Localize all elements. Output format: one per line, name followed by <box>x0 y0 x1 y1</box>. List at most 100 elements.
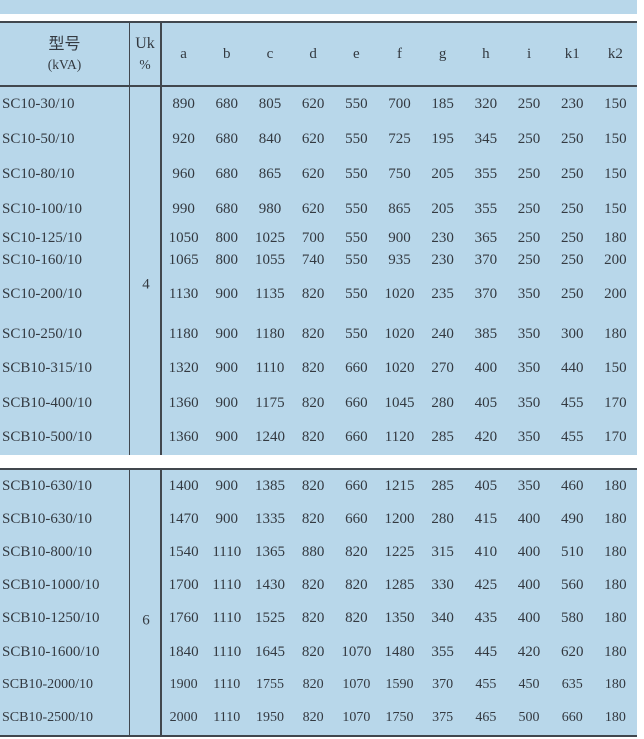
dim-value-b: 900 <box>215 429 239 446</box>
dim-value-f: 935 <box>388 251 411 268</box>
uk-cell <box>130 351 162 386</box>
dim-value-f: 1120 <box>384 429 415 446</box>
dim-value-f: 1200 <box>384 511 415 528</box>
uk-cell <box>130 602 162 636</box>
dim-value-c: 865 <box>258 166 282 182</box>
table-row: SCB10-630/10 1400 900 1385 820 660 1215 285 405 3… <box>0 470 637 504</box>
dim-value-c: 1430 <box>254 577 285 594</box>
table-row: SCB10-1000/10 1700 1110 1430 820 820 1285 330 42… <box>0 569 637 603</box>
dim-value-d: 820 <box>301 478 325 495</box>
dim-value-g: 285 <box>431 478 454 495</box>
dim-value-e: 660 <box>345 478 368 495</box>
dim-value-f: 1350 <box>384 610 415 627</box>
table-row: SCB10-500/10 1360 900 1240 820 660 1120 285 420 3… <box>0 420 637 455</box>
dim-value-c: 1525 <box>254 610 285 627</box>
spec-table-section-sc10: 型号 (kVA) Uk % a b c d e f g h i k1 k2 SC10-30/10 89… <box>0 21 637 455</box>
dimension-column-header-d: d <box>309 45 317 62</box>
dim-value-g: 230 <box>431 251 454 268</box>
dim-value-d: 820 <box>301 610 325 627</box>
dim-value-a: 960 <box>172 166 195 182</box>
dim-value-c: 840 <box>258 131 282 147</box>
dim-value-d: 740 <box>301 251 325 268</box>
dim-value-a: 1180 <box>168 325 199 342</box>
dim-value-g: 185 <box>431 96 454 112</box>
table-body-section-2: SCB10-630/10 1400 900 1385 820 660 1215 285 405 3… <box>0 470 637 735</box>
uk-column-header: Uk % <box>130 23 162 85</box>
model-header-unit: (kVA) <box>47 56 82 72</box>
dim-value-h: 320 <box>474 96 498 112</box>
dim-value-i: 400 <box>517 544 541 561</box>
dim-value-k1: 250 <box>560 201 584 217</box>
dim-value-g: 270 <box>431 360 454 377</box>
dim-value-k2: 200 <box>604 251 627 268</box>
dim-value-f: 865 <box>388 201 411 217</box>
dim-value-k1: 300 <box>560 325 584 342</box>
dim-value-h: 425 <box>474 577 498 594</box>
dimension-column-header-b: b <box>223 45 231 62</box>
uk-cell <box>130 668 162 702</box>
dim-value-d: 620 <box>301 201 325 217</box>
table-row: SCB10-800/10 1540 1110 1365 880 820 1225 315 410… <box>0 536 637 570</box>
dim-value-f: 725 <box>388 131 411 147</box>
dim-value-a: 1760 <box>168 610 199 627</box>
dim-value-k2: 150 <box>604 360 627 377</box>
dim-value-d: 820 <box>301 577 325 594</box>
dimension-column-header-c: c <box>266 45 274 62</box>
dim-value-e: 660 <box>345 511 368 528</box>
model-cell: SCB10-800/10 <box>0 536 130 570</box>
dim-value-h: 410 <box>474 544 498 561</box>
dim-value-h: 420 <box>474 429 498 446</box>
dim-value-a: 1050 <box>168 229 199 246</box>
dim-value-i: 400 <box>517 577 541 594</box>
dim-value-c: 1950 <box>255 710 284 726</box>
dim-value-k2: 150 <box>604 96 627 112</box>
uk-percent-value-section-1: 4 <box>142 276 150 293</box>
dim-value-k2: 180 <box>604 710 626 726</box>
dim-value-k1: 620 <box>560 643 584 660</box>
section-gap <box>0 455 644 468</box>
dim-value-c: 1240 <box>254 429 285 446</box>
dim-value-i: 500 <box>518 710 540 726</box>
dim-value-a: 1320 <box>168 360 199 377</box>
dim-value-i: 350 <box>517 429 541 446</box>
dimension-column-header-i: i <box>526 45 532 62</box>
dimension-column-header-f: f <box>396 45 402 62</box>
dim-value-i: 350 <box>517 478 541 495</box>
dim-value-g: 340 <box>431 610 454 627</box>
table-row: SCB10-2500/10 2000 1110 1950 820 1070 1750 375 4… <box>0 701 637 735</box>
uk-cell <box>130 701 162 735</box>
table-body-section-1: SC10-30/10 890 680 805 620 550 700 185 320 250 230… <box>0 87 637 455</box>
dim-value-g: 195 <box>431 131 454 147</box>
uk-percent-value-section-2: 6 <box>142 612 150 629</box>
model-cell: SCB10-500/10 <box>0 420 130 455</box>
dim-value-i: 250 <box>517 96 541 112</box>
dim-value-g: 370 <box>432 677 454 693</box>
dim-value-b: 680 <box>215 96 239 112</box>
dim-value-h: 370 <box>474 285 498 302</box>
dim-value-f: 1020 <box>384 285 415 302</box>
dimension-column-header-k1: k1 <box>564 45 580 62</box>
dim-value-b: 800 <box>215 251 239 268</box>
dim-value-i: 450 <box>518 677 540 693</box>
dim-value-g: 330 <box>431 577 454 594</box>
dim-value-g: 375 <box>432 710 454 726</box>
table-row: SC10-200/10 1130 900 1135 820 550 1020 235 370 35… <box>0 271 637 317</box>
dim-value-k1: 250 <box>560 285 584 302</box>
dim-value-k2: 180 <box>604 610 627 627</box>
dim-value-k2: 170 <box>604 429 627 446</box>
dim-value-c: 1175 <box>255 394 285 411</box>
dim-value-a: 1840 <box>168 643 199 660</box>
dim-value-k2: 180 <box>604 643 627 660</box>
dim-value-k1: 580 <box>560 610 584 627</box>
model-cell: SCB10-1600/10 <box>0 635 130 669</box>
model-cell: SC10-50/10 <box>0 122 130 157</box>
dim-value-c: 1365 <box>254 544 285 561</box>
dim-value-k2: 180 <box>604 544 627 561</box>
dim-value-i: 250 <box>517 229 541 246</box>
dim-value-g: 355 <box>431 643 454 660</box>
dim-value-c: 1755 <box>255 677 284 693</box>
dim-value-a: 1130 <box>168 285 199 302</box>
dim-value-a: 1360 <box>168 394 199 411</box>
dim-value-f: 1020 <box>384 360 415 377</box>
dim-value-e: 820 <box>345 577 368 594</box>
